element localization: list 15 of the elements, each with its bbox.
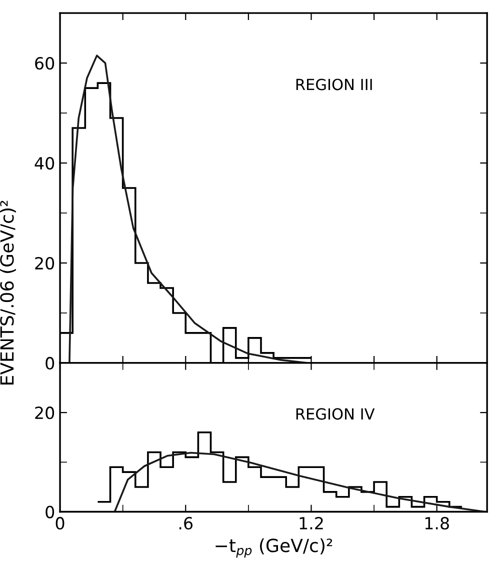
y-tick-label: 20 (35, 256, 54, 270)
x-axis-title: −t$_{pp}$ (GeV/c)² (216, 538, 332, 558)
x-tick-label: 1.2 (300, 516, 323, 530)
y-tick-label: 20 (35, 406, 54, 420)
y-tick-label: 0 (46, 356, 54, 370)
y-tick-label: 0 (46, 506, 54, 518)
line-series (114, 452, 486, 512)
y-tick-label: 40 (34, 156, 54, 170)
x-tick-label: 0 (56, 516, 64, 530)
y-tick-label: 60 (35, 57, 54, 70)
annotation: REGION III (296, 78, 372, 90)
y-axis-title: EVENTS/.06 (GeV/c)² (0, 200, 16, 384)
x-tick-label: .6 (179, 516, 193, 530)
x-tick-label: 1.8 (425, 516, 449, 530)
annotation: REGION IV (296, 408, 375, 420)
